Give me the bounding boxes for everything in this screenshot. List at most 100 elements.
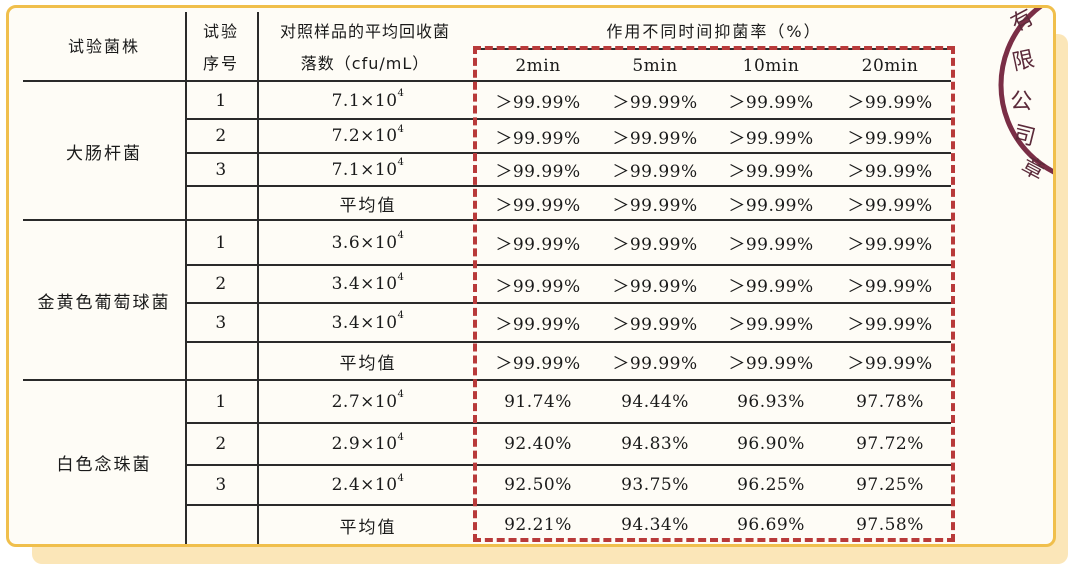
seal-char: 公 (1010, 89, 1033, 115)
strain-name: 白色念珠菌 (56, 455, 152, 475)
rate-cell: ＞99.99% (612, 315, 698, 335)
row-divider (185, 185, 951, 187)
header-count-line1: 对照样品的平均回收菌 (279, 22, 450, 41)
row-divider (185, 422, 951, 424)
control-count-value: 3.4×10 (331, 312, 398, 333)
group-divider (23, 219, 951, 221)
rate-cell: ＞99.99% (728, 315, 814, 335)
row-divider (185, 464, 951, 466)
average-label: 平均值 (339, 195, 397, 216)
control-count-exponent: 4 (397, 271, 405, 283)
control-count-value: 7.1×10 (331, 90, 398, 111)
header-rate-title: 作用不同时间抑菌率（%） (606, 22, 822, 41)
sequence-number: 3 (215, 312, 227, 333)
header-time-5min: 5min (632, 56, 678, 76)
rate-cell: ＞99.99% (847, 128, 933, 149)
control-count: 3.4×10 4 (257, 265, 479, 303)
rate-cell: 94.83% (621, 434, 689, 454)
header-time-20min: 20min (861, 56, 919, 76)
header-strain: 试验菌株 (67, 37, 140, 56)
control-count-exponent: 4 (397, 123, 405, 135)
rate-cell: ＞99.99% (847, 276, 933, 297)
seal-char: 章 (1017, 153, 1048, 185)
rate-cell: 97.78% (856, 391, 924, 412)
average-rate-cell: 94.34% (621, 515, 689, 535)
rate-cell: ＞99.99% (495, 93, 581, 113)
rate-cell: ＞99.99% (495, 235, 581, 255)
average-rate-cell: 96.69% (737, 515, 805, 535)
row-divider (185, 152, 951, 154)
rate-cell: ＞99.99% (612, 235, 698, 255)
control-count-value: 7.1×10 (331, 159, 398, 180)
rate-cell: ＞99.99% (847, 162, 933, 182)
control-count-exponent: 4 (397, 157, 405, 168)
control-count: 2.4×10 4 (257, 465, 479, 505)
control-count-exponent: 4 (397, 431, 405, 443)
row-divider (185, 504, 951, 506)
rate-cell: ＞99.99% (728, 235, 814, 255)
control-count: 3.4×10 4 (257, 303, 479, 342)
rate-cell: ＞99.99% (847, 235, 933, 255)
average-label: 平均值 (339, 353, 397, 374)
average-rate-cell: ＞99.99% (612, 195, 698, 216)
average-rate-cell: ＞99.99% (728, 353, 814, 374)
company-seal: 有 限 公 司 章 (998, 8, 1053, 186)
sequence-number: 1 (215, 90, 227, 111)
row-divider (185, 302, 951, 304)
control-count: 7.1×10 4 (257, 153, 479, 186)
control-count-value: 3.4×10 (331, 274, 398, 294)
rate-cell: 92.40% (504, 434, 572, 454)
rate-cell: ＞99.99% (728, 162, 814, 182)
average-rate-cell: ＞99.99% (612, 353, 698, 374)
seal-char: 司 (1011, 122, 1038, 152)
control-count-exponent: 4 (397, 88, 405, 99)
control-count-exponent: 4 (397, 472, 405, 484)
average-rate-cell: ＞99.99% (847, 353, 933, 374)
control-count: 7.2×10 4 (257, 119, 479, 153)
average-rate-cell: 92.21% (504, 515, 572, 535)
rate-cell: 96.90% (737, 434, 805, 454)
bacteriostatic-rate-table: 试验菌株 试验 序号 对照样品的平均回收菌 落数（cfu/mL） 作用不同时间抑… (9, 8, 1053, 544)
document-card: 试验菌株 试验 序号 对照样品的平均回收菌 落数（cfu/mL） 作用不同时间抑… (6, 5, 1056, 547)
average-rate-cell: ＞99.99% (728, 195, 814, 216)
rate-cell: ＞99.99% (495, 276, 581, 297)
row-divider (185, 341, 951, 343)
rate-cell: ＞99.99% (728, 93, 814, 113)
rate-cell: ＞99.99% (495, 162, 581, 182)
average-rate-cell: ＞99.99% (847, 195, 933, 216)
rate-cell: 91.74% (504, 391, 572, 412)
cut-off-footer-text (15, 544, 195, 547)
column-divider-seq (185, 12, 187, 544)
control-count-exponent: 4 (397, 230, 405, 241)
seal-char: 限 (1010, 47, 1037, 76)
control-count-exponent: 4 (397, 310, 405, 321)
control-count-value: 7.2×10 (331, 126, 398, 146)
sequence-number: 2 (215, 126, 227, 146)
control-count-exponent: 4 (397, 389, 405, 400)
sequence-number: 2 (215, 274, 227, 294)
strain-name: 大肠杆菌 (66, 143, 142, 164)
rate-cell: ＞99.99% (612, 128, 698, 149)
control-count: 3.6×10 4 (257, 220, 479, 265)
control-count: 7.1×10 4 (257, 82, 479, 119)
control-count: 2.9×10 4 (257, 423, 479, 465)
highlight-dashed-box (473, 46, 955, 542)
rate-cell: 93.75% (621, 475, 689, 495)
control-count-value: 2.9×10 (331, 434, 398, 454)
rate-cell: ＞99.99% (847, 315, 933, 335)
row-divider (185, 264, 951, 266)
rate-cell: ＞99.99% (728, 128, 814, 149)
header-time-2min: 2min (515, 56, 561, 76)
header-time-10min: 10min (742, 56, 800, 76)
sequence-number: 3 (215, 159, 227, 180)
rate-cell: ＞99.99% (728, 276, 814, 297)
header-seq-line1: 试验 (202, 22, 239, 41)
rate-cell: 92.50% (504, 475, 572, 495)
row-divider (185, 118, 951, 120)
average-label: 平均值 (339, 517, 397, 538)
control-count-value: 2.4×10 (331, 475, 398, 495)
average-rate-cell: ＞99.99% (495, 195, 581, 216)
control-count-value: 3.6×10 (331, 232, 398, 253)
rate-cell: 97.25% (856, 475, 924, 495)
sequence-number: 1 (215, 232, 227, 253)
